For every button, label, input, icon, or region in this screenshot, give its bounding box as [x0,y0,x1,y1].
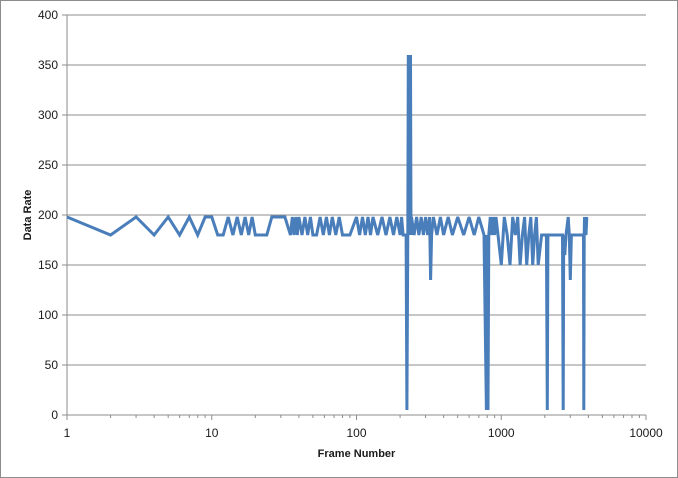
axes [62,14,647,420]
x-tick-label: 1 [64,426,71,440]
gridlines [67,14,646,366]
y-tick-label: 250 [38,158,58,172]
x-tick-label: 10000 [629,426,663,440]
y-tick-label: 100 [38,308,58,322]
y-tick-label: 150 [38,258,58,272]
x-axis-title: Frame Number [318,448,396,460]
y-tick-label: 50 [45,358,59,372]
x-tick-label: 10 [205,426,219,440]
y-tick-label: 350 [38,58,58,72]
series-group [66,54,589,411]
x-tick-label: 1000 [488,426,515,440]
y-tick-label: 200 [38,208,58,222]
y-tick-label: 0 [51,408,58,422]
y-tick-label: 400 [38,8,58,22]
tick-labels: 0 50 100 150 200 250 300 350 400 1 10 100 1000 10000 [38,8,663,440]
y-tick-label: 300 [38,108,58,122]
series-line [66,54,589,411]
x-tick-label: 100 [346,426,366,440]
y-axis-title: Data Rate [22,190,34,241]
